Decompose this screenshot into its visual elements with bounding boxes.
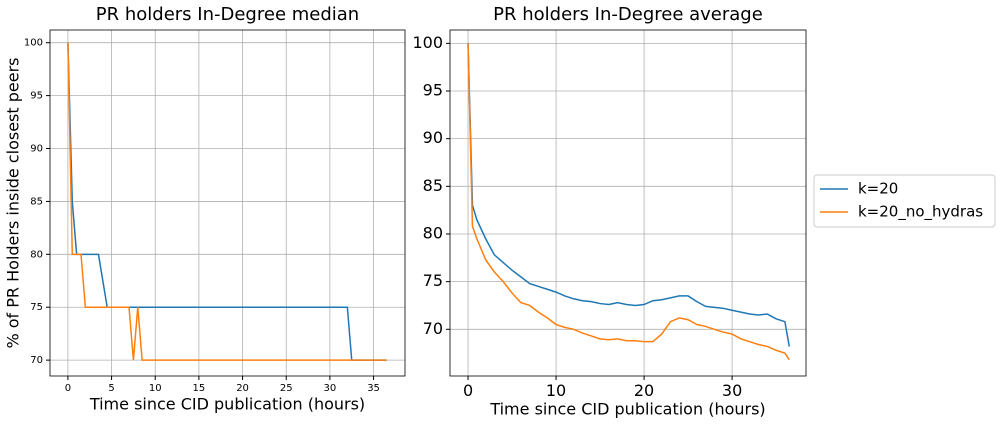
y-tick-label: 95 [423, 81, 443, 100]
y-tick-label: 70 [30, 355, 43, 366]
x-tick-label: 0 [463, 381, 473, 400]
x-tick-label: 20 [634, 381, 654, 400]
y-axis-label: % of PR Holders inside closest peers [4, 57, 23, 348]
legend-label: k=20_no_hydras [858, 203, 983, 222]
x-tick-label: 30 [722, 381, 742, 400]
y-tick-label: 80 [423, 223, 443, 242]
x-axis-label: Time since CID publication (hours) [489, 400, 765, 419]
y-tick-label: 80 [30, 249, 43, 260]
y-tick-label: 90 [423, 128, 443, 147]
x-tick-label: 5 [108, 383, 114, 394]
legend-label: k=20 [858, 180, 898, 198]
axes-frame [449, 29, 807, 377]
chart-title: PR holders In-Degree average [493, 4, 763, 25]
legend-box [813, 174, 996, 228]
y-tick-label: 90 [30, 144, 43, 155]
x-tick-label: 35 [367, 383, 380, 394]
y-tick-label: 100 [24, 38, 43, 49]
x-tick-label: 25 [280, 383, 293, 394]
x-axis-label: Time since CID publication (hours) [89, 395, 365, 414]
y-tick-label: 70 [423, 319, 443, 338]
y-tick-label: 85 [30, 196, 43, 207]
y-tick-label: 75 [423, 271, 443, 290]
y-tick-label: 75 [30, 302, 43, 313]
axes-frame [49, 29, 406, 377]
x-tick-label: 10 [149, 383, 162, 394]
series-line [67, 42, 387, 361]
x-tick-label: 10 [546, 381, 566, 400]
x-tick-label: 20 [236, 383, 249, 394]
chart-title: PR holders In-Degree median [96, 4, 359, 25]
series-line [67, 42, 387, 361]
series-line [467, 43, 790, 361]
y-tick-label: 85 [423, 176, 443, 195]
series-line [467, 43, 791, 347]
x-tick-label: 0 [65, 383, 71, 394]
x-tick-label: 15 [193, 383, 206, 394]
y-tick-label: 95 [30, 91, 43, 102]
y-tick-label: 100 [412, 33, 443, 52]
x-tick-label: 30 [324, 383, 337, 394]
